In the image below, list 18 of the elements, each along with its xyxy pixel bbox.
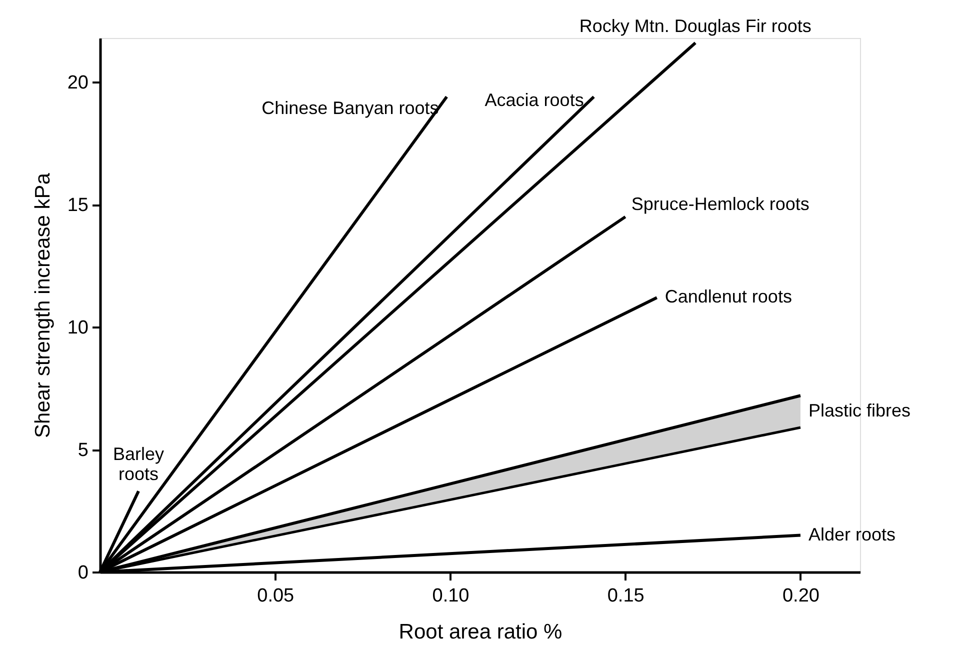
x-tick-label: 0.20 bbox=[782, 586, 820, 606]
series-label: Spruce-Hemlock roots bbox=[631, 194, 810, 214]
y-tick-label: 5 bbox=[78, 440, 88, 462]
series-label: Acacia roots bbox=[484, 90, 584, 110]
x-tick-label: 0.15 bbox=[607, 586, 644, 606]
series-label: Rocky Mtn. Douglas Fir roots bbox=[579, 16, 812, 36]
y-tick-label: 10 bbox=[67, 318, 88, 339]
series-label: Candlenut roots bbox=[664, 286, 792, 307]
series-label: Barley roots bbox=[113, 444, 164, 484]
y-tick-label: 20 bbox=[67, 72, 88, 94]
x-axis-title: Root area ratio % bbox=[398, 620, 562, 644]
y-tick-label: 15 bbox=[67, 195, 88, 216]
series-label: Plastic fibres bbox=[808, 400, 911, 421]
y-tick-label: 0 bbox=[78, 562, 88, 584]
x-tick-label: 0.10 bbox=[432, 586, 470, 606]
y-axis-title: Shear strength increase kPa bbox=[31, 172, 54, 438]
series-label: Alder roots bbox=[808, 524, 896, 544]
x-tick-label: 0.05 bbox=[257, 586, 294, 606]
